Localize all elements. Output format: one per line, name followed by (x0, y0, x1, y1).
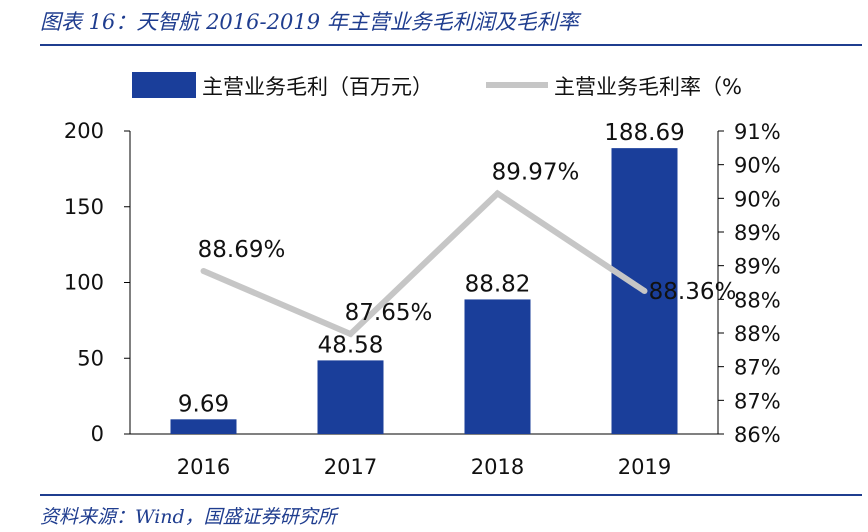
right-tick-label: 87% (734, 356, 781, 380)
line-point (347, 331, 354, 338)
line-point (494, 190, 501, 197)
data-labels: 9.69 48.58 88.82 188.69 88.69% 87.65% 89.97% 88… (178, 120, 736, 417)
line-path (202, 189, 647, 338)
right-tick-label: 86% (734, 423, 781, 447)
left-tick-label: 200 (64, 119, 104, 143)
x-tick-label: 2018 (471, 455, 524, 479)
bar (464, 299, 531, 434)
right-tick-label: 89% (734, 221, 781, 245)
bar-value-label: 48.58 (318, 332, 384, 358)
x-tick-label: 2019 (618, 455, 671, 479)
line-point (200, 267, 207, 274)
bar-value-label: 9.69 (178, 391, 229, 417)
right-tick-label: 90% (734, 154, 781, 178)
right-tick-label: 89% (734, 255, 781, 279)
left-tick-label: 50 (77, 346, 104, 370)
left-tick-label: 100 (64, 271, 104, 295)
bar (170, 419, 237, 434)
x-axis: 2016 2017 2018 2019 (130, 433, 718, 479)
right-tick-label: 87% (734, 389, 781, 413)
chart-title: 图表 16：天智航 2016-2019 年主营业务毛利润及毛利率 (40, 10, 579, 34)
legend: 主营业务毛利（百万元） 主营业务毛利率（% (132, 72, 742, 99)
source-note: 资料来源：Wind，国盛证券研究所 (40, 506, 337, 528)
right-tick-label: 91% (734, 120, 781, 144)
legend-bar-label: 主营业务毛利（百万元） (202, 75, 433, 99)
line-point (641, 287, 648, 294)
line-value-label: 88.36% (649, 279, 737, 305)
title-rule (40, 44, 862, 46)
right-tick-label: 90% (734, 187, 781, 211)
source-rule (40, 494, 862, 496)
left-axis: 0 50 100 150 200 (64, 119, 131, 446)
right-tick-label: 88% (734, 322, 781, 346)
line-value-label: 87.65% (345, 300, 433, 326)
bar-value-label: 88.82 (465, 271, 531, 297)
line-series (200, 189, 648, 338)
x-tick-label: 2017 (324, 455, 377, 479)
left-tick-label: 150 (64, 195, 104, 219)
x-tick-label: 2016 (177, 455, 230, 479)
line-value-label: 88.69% (198, 237, 286, 263)
legend-line-label: 主营业务毛利率（% (554, 75, 742, 99)
bar (317, 360, 384, 434)
right-axis: 86% 87% 87% 88% 88% 89% 89% 90% 90% 91% (717, 120, 781, 447)
bar-series (170, 148, 678, 434)
right-tick-label: 88% (734, 288, 781, 312)
legend-bar-swatch (132, 72, 196, 98)
bar-value-label: 188.69 (604, 120, 684, 146)
left-tick-label: 0 (91, 422, 104, 446)
line-value-label: 89.97% (492, 159, 580, 185)
